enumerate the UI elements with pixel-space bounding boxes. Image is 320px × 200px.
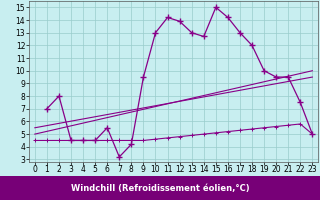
Text: Windchill (Refroidissement éolien,°C): Windchill (Refroidissement éolien,°C) (71, 184, 249, 192)
